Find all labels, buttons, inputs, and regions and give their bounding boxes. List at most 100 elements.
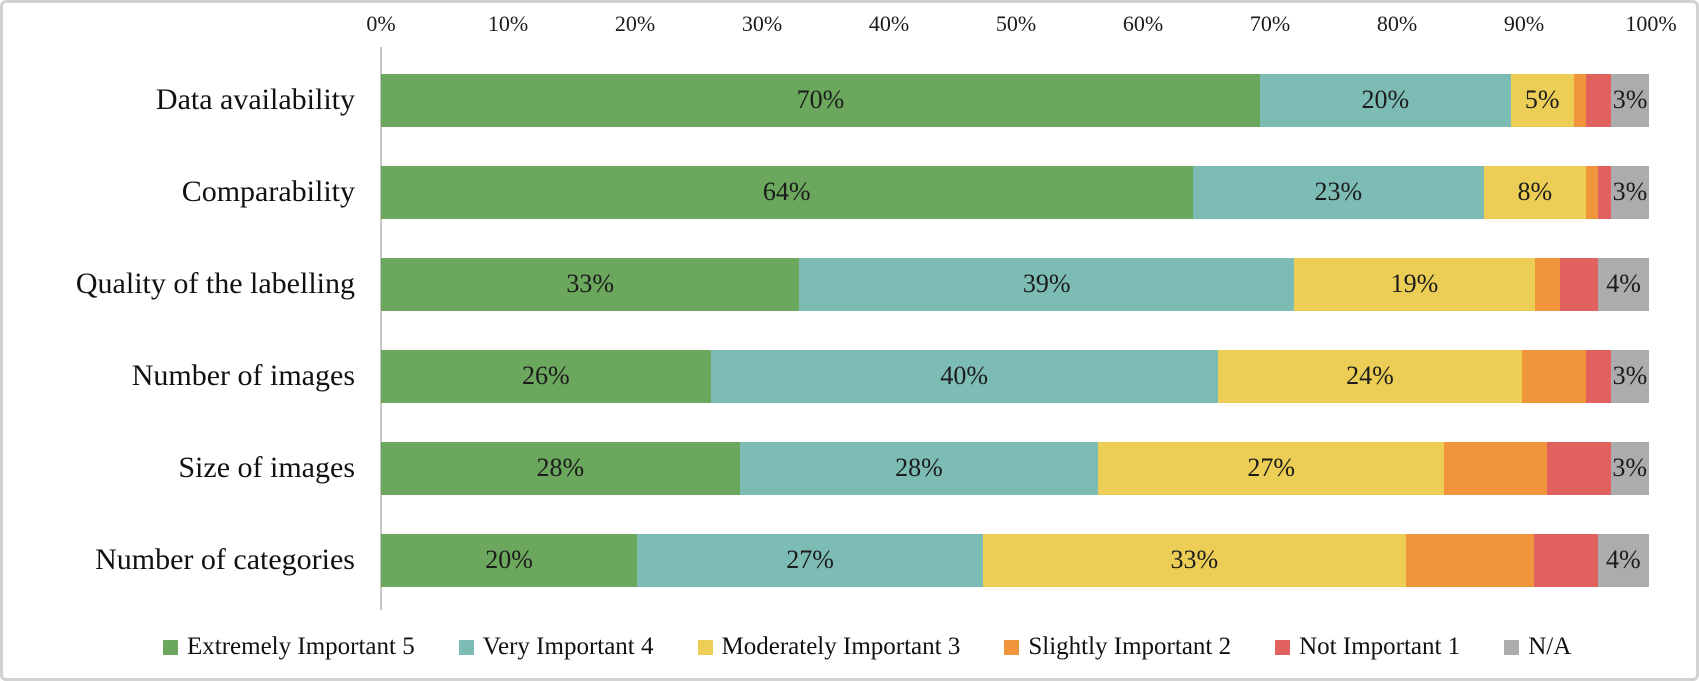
data-label: 3% bbox=[1612, 453, 1648, 482]
category-label: Quality of the labelling bbox=[75, 267, 355, 300]
legend-label: Slightly Important 2 bbox=[1028, 633, 1232, 660]
bar-segment: 19% bbox=[1293, 257, 1535, 311]
axis-tick-label: 70% bbox=[1249, 11, 1291, 36]
bar-segment: 39% bbox=[799, 257, 1294, 311]
data-label: 24% bbox=[1346, 361, 1394, 390]
data-label: 28% bbox=[536, 453, 585, 482]
data-label: 3% bbox=[1612, 85, 1648, 114]
axis-tick-label: 20% bbox=[614, 11, 656, 36]
axis-line bbox=[380, 47, 382, 610]
data-label: 39% bbox=[1022, 269, 1071, 298]
bar-segment bbox=[1585, 165, 1599, 219]
bar-segment: 20% bbox=[1259, 73, 1511, 127]
bar-segment: 8% bbox=[1484, 165, 1586, 219]
bar-segment bbox=[1405, 533, 1534, 587]
bar-segment bbox=[1444, 441, 1547, 495]
category-label: Size of images bbox=[178, 451, 355, 484]
stacked-bar: 70% 20% 5% 3% bbox=[381, 73, 1649, 127]
axis-tick-label: 60% bbox=[1122, 11, 1164, 36]
legend-swatch-icon bbox=[458, 639, 474, 655]
bar-segment: 33% bbox=[982, 533, 1406, 587]
bar-row: Number of images 26% 40% 24% 3% bbox=[3, 330, 1696, 422]
bar-segment bbox=[1586, 73, 1612, 127]
category-label: Number of categories bbox=[95, 543, 355, 576]
axis-tick-label: 30% bbox=[741, 11, 783, 36]
bar-segment: 27% bbox=[1098, 441, 1445, 495]
data-label: 20% bbox=[485, 545, 533, 574]
bar-segment bbox=[1534, 257, 1561, 311]
data-label: 23% bbox=[1314, 177, 1363, 206]
bar-rows: Data availability 70% 20% 5% 3% Comparability… bbox=[3, 54, 1696, 606]
bar-segment: 3% bbox=[1611, 73, 1649, 127]
bar-segment bbox=[1546, 441, 1611, 495]
bar-segment: 3% bbox=[1610, 441, 1649, 495]
bar-row: Data availability 70% 20% 5% 3% bbox=[3, 54, 1696, 146]
data-label: 33% bbox=[1170, 545, 1219, 574]
legend-item: Extremely Important 5 bbox=[163, 633, 415, 661]
legend-label: Very Important 4 bbox=[482, 633, 654, 660]
bar-segment bbox=[1573, 73, 1587, 127]
axis-tick-label: 40% bbox=[868, 11, 910, 36]
data-label: 70% bbox=[796, 85, 845, 114]
axis-tick-label: 50% bbox=[995, 11, 1037, 36]
legend-item: Slightly Important 2 bbox=[1004, 633, 1231, 661]
legend-label: Moderately Important 3 bbox=[721, 633, 961, 660]
data-label: 64% bbox=[762, 177, 811, 206]
bar-segment: 28% bbox=[381, 441, 740, 495]
bar-segment bbox=[1598, 165, 1611, 219]
legend: Extremely Important 5 Very Important 4 Mod… bbox=[163, 633, 1576, 661]
bar-segment bbox=[1522, 349, 1586, 403]
data-label: 3% bbox=[1612, 361, 1648, 390]
bar-segment: 24% bbox=[1217, 349, 1523, 403]
legend-label: Not Important 1 bbox=[1299, 633, 1461, 660]
bar-segment bbox=[1560, 257, 1599, 311]
axis-tick-label: 80% bbox=[1376, 11, 1418, 36]
bar-segment: 28% bbox=[739, 441, 1099, 495]
legend-swatch-icon bbox=[1004, 639, 1020, 655]
legend-swatch-icon bbox=[1504, 639, 1520, 655]
data-label: 28% bbox=[895, 453, 943, 482]
legend-label: Extremely Important 5 bbox=[187, 633, 415, 660]
axis-tick-label: 100% bbox=[1625, 11, 1677, 36]
axis-tick-label: 0% bbox=[366, 11, 396, 36]
bar-row: Quality of the labelling 33% 39% 19% 4% bbox=[3, 238, 1696, 330]
axis-tick-label: 90% bbox=[1503, 11, 1545, 36]
data-label: 27% bbox=[786, 545, 834, 574]
bar-segment: 4% bbox=[1598, 257, 1649, 311]
axis-tick-label: 10% bbox=[487, 11, 529, 36]
data-label: 8% bbox=[1517, 177, 1553, 206]
bar-segment: 20% bbox=[381, 533, 638, 587]
stacked-bar: 20% 27% 33% 4% bbox=[381, 533, 1649, 587]
legend-item: Moderately Important 3 bbox=[697, 633, 961, 661]
bar-segment: 23% bbox=[1192, 165, 1485, 219]
bar-segment bbox=[1533, 533, 1598, 587]
data-label: 26% bbox=[522, 361, 570, 390]
bar-segment: 5% bbox=[1510, 73, 1574, 127]
category-label: Data availability bbox=[155, 83, 355, 116]
bar-segment: 64% bbox=[381, 165, 1193, 219]
data-label: 4% bbox=[1606, 269, 1641, 298]
stacked-bar: 33% 39% 19% 4% bbox=[381, 257, 1649, 311]
bar-segment: 27% bbox=[637, 533, 983, 587]
legend-swatch-icon bbox=[163, 639, 178, 655]
legend-item: Not Important 1 bbox=[1275, 633, 1460, 661]
data-label: 5% bbox=[1524, 85, 1560, 114]
bar-segment: 4% bbox=[1597, 533, 1649, 587]
bar-segment: 3% bbox=[1610, 349, 1649, 403]
legend-swatch-icon bbox=[1275, 639, 1291, 655]
bar-row: Comparability 64% 23% 8% 3% bbox=[3, 146, 1696, 238]
top-axis: 0% 10% 20% 30% 40% 50% 60% 70% 80% 90% 100% bbox=[3, 11, 1696, 41]
bar-row: Number of categories 20% 27% 33% 4% bbox=[3, 514, 1696, 606]
data-label: 33% bbox=[566, 269, 615, 298]
bar-row: Size of images 28% 28% 27% 3% bbox=[3, 422, 1696, 514]
legend-item: Very Important 4 bbox=[458, 633, 654, 661]
legend-item: N/A bbox=[1504, 633, 1571, 661]
category-label: Comparability bbox=[181, 175, 355, 208]
legend-label: N/A bbox=[1528, 633, 1572, 660]
bar-segment bbox=[1585, 349, 1611, 403]
bar-segment: 70% bbox=[381, 73, 1260, 127]
bar-segment: 40% bbox=[710, 349, 1218, 403]
stacked-bar-chart: 0% 10% 20% 30% 40% 50% 60% 70% 80% 90% 100% Data a… bbox=[3, 3, 1696, 678]
bar-segment: 26% bbox=[381, 349, 711, 403]
